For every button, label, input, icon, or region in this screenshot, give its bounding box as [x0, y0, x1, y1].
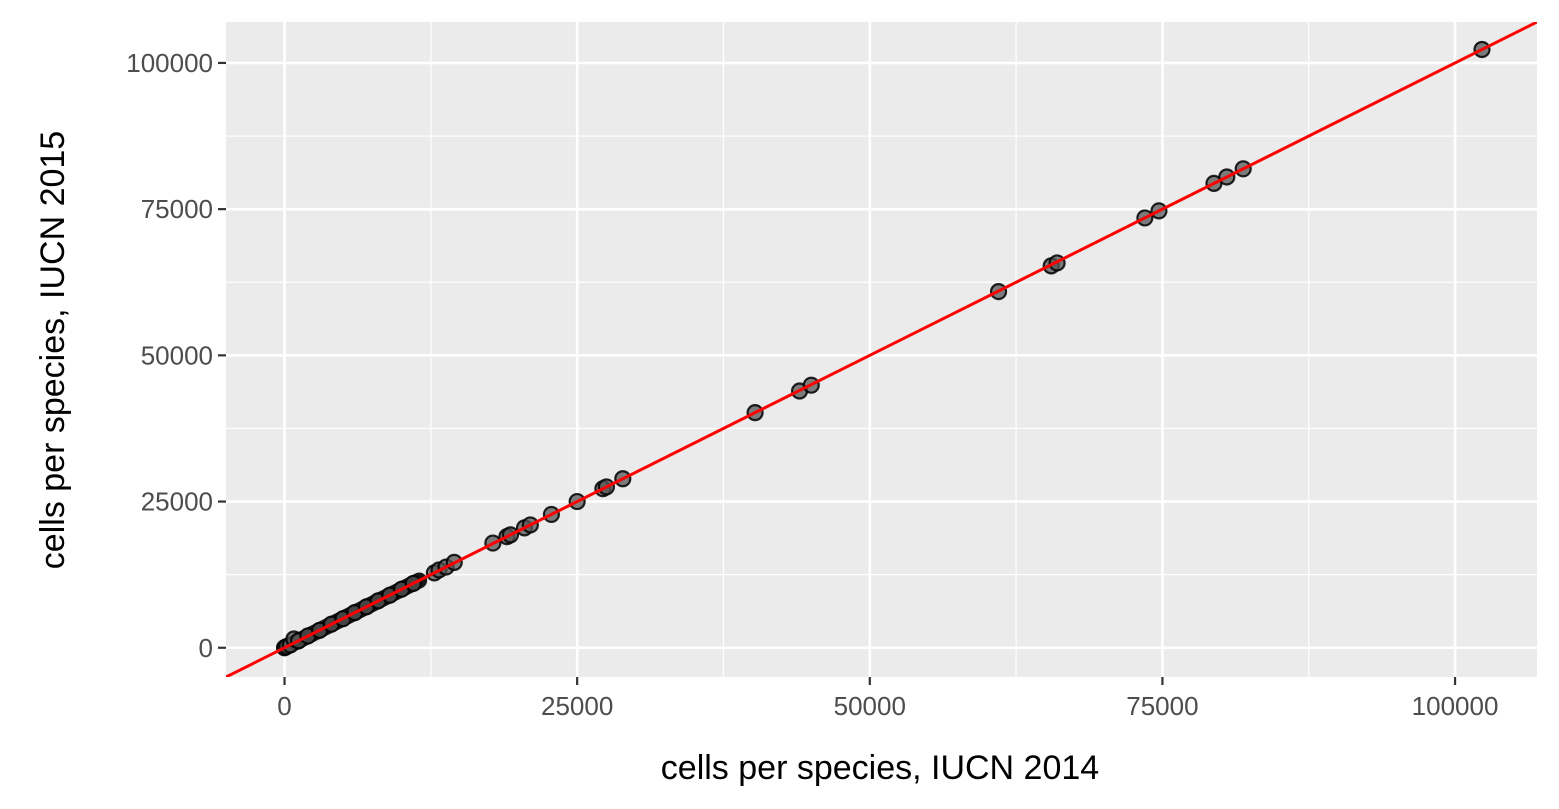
x-tick-label: 25000 — [541, 691, 613, 721]
x-tick-label: 50000 — [834, 691, 906, 721]
x-axis: 0 25000 50000 75000 100000 — [277, 677, 1498, 721]
grid-major — [226, 22, 1537, 677]
y-axis: 0 25000 50000 75000 100000 — [126, 48, 226, 663]
y-tick-label: 25000 — [141, 487, 213, 517]
reference-line — [226, 22, 1537, 677]
x-tick-label: 0 — [277, 691, 291, 721]
x-tick-label: 100000 — [1412, 691, 1499, 721]
y-tick-label: 100000 — [126, 48, 213, 78]
y-tick-label: 75000 — [141, 194, 213, 224]
reference-line-y-equals-x — [226, 22, 1537, 677]
y-axis-title: cells per species, IUCN 2015 — [34, 131, 72, 569]
x-axis-title: cells per species, IUCN 2014 — [661, 749, 1099, 787]
y-tick-label: 0 — [199, 633, 213, 663]
grid-minor — [226, 22, 1537, 677]
y-tick-label: 50000 — [141, 340, 213, 370]
x-tick-label: 75000 — [1126, 691, 1198, 721]
